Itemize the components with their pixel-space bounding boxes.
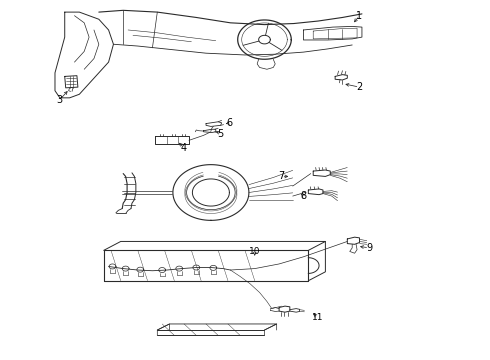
Text: 10: 10 [249, 247, 261, 256]
Text: 4: 4 [181, 143, 187, 153]
Text: 6: 6 [226, 118, 232, 128]
Text: 1: 1 [356, 11, 363, 21]
Text: 11: 11 [312, 313, 324, 322]
Text: 5: 5 [218, 129, 224, 139]
Text: 2: 2 [356, 82, 363, 92]
Text: 9: 9 [366, 243, 372, 253]
Text: 3: 3 [57, 95, 63, 105]
Text: 8: 8 [300, 191, 307, 201]
Text: 7: 7 [278, 171, 285, 181]
